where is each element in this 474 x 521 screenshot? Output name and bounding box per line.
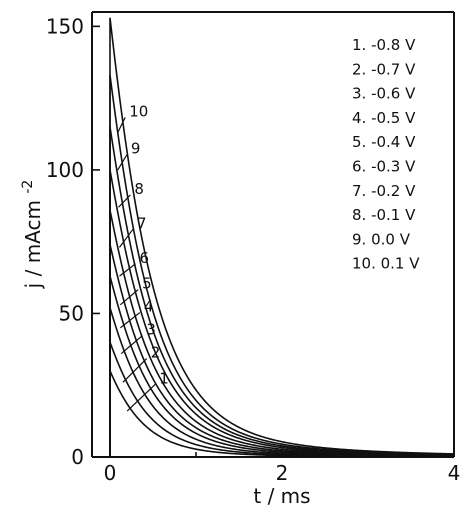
y-axis-label-superscript: -2 [20, 180, 36, 194]
leader-line-9 [117, 154, 128, 171]
series-line-5 [109, 244, 455, 457]
x-tick-label: 2 [276, 461, 289, 485]
legend-entry: 2. -0.7 V [352, 60, 416, 78]
leader-line-3 [120, 335, 143, 355]
curve-label-4: 4 [144, 298, 154, 316]
legend-entry: 7. -0.2 V [352, 182, 416, 200]
legend-entry: 8. -0.1 V [352, 206, 416, 224]
series-line-10 [109, 17, 455, 457]
ticks: 0 50 100 150 0 2 4 [46, 14, 461, 485]
curves [109, 17, 455, 458]
curve-labels: 1 2 3 4 5 6 7 8 9 10 [117, 102, 169, 412]
y-axis-label: j / mAcm -2 [20, 180, 45, 290]
series-line-8 [109, 126, 455, 457]
leader-line-4 [119, 312, 141, 329]
leader-line-10 [117, 117, 126, 133]
legend-entry: 6. -0.3 V [352, 158, 416, 176]
series-line-2 [109, 341, 455, 458]
leader-line-5 [119, 289, 139, 306]
legend-entry: 5. -0.4 V [352, 133, 416, 151]
curve-label-9: 9 [131, 140, 141, 158]
curve-label-8: 8 [134, 180, 144, 198]
y-tick-label: 0 [71, 445, 84, 469]
leader-line-2 [122, 358, 148, 383]
x-tick-label: 0 [104, 461, 117, 485]
curve-label-2: 2 [151, 344, 161, 362]
leader-line-8 [118, 194, 131, 208]
curve-label-7: 7 [137, 214, 147, 232]
curve-label-5: 5 [142, 275, 152, 293]
leader-line-7 [118, 228, 134, 248]
y-tick-label: 100 [46, 158, 84, 182]
leader-line-6 [119, 263, 136, 277]
leader-line-1 [126, 383, 156, 412]
legend-entry: 9. 0.0 V [352, 230, 411, 248]
x-axis-label: t / ms [253, 484, 310, 508]
y-axis-label-main: j / mAcm [21, 200, 45, 289]
curve-label-10: 10 [129, 102, 148, 120]
legend-entry: 1. -0.8 V [352, 36, 416, 54]
y-tick-label: 150 [46, 14, 84, 38]
curve-label-3: 3 [146, 321, 156, 339]
legend-entry: 4. -0.5 V [352, 109, 416, 127]
curve-label-6: 6 [140, 249, 150, 267]
legend: 1. -0.8 V 2. -0.7 V 3. -0.6 V 4. -0.5 V 5. -… [352, 36, 420, 273]
legend-entry: 10. 0.1 V [352, 255, 420, 273]
legend-entry: 3. -0.6 V [352, 85, 416, 103]
x-tick-label: 4 [448, 461, 461, 485]
curve-label-1: 1 [159, 369, 169, 387]
y-tick-label: 50 [59, 301, 84, 325]
